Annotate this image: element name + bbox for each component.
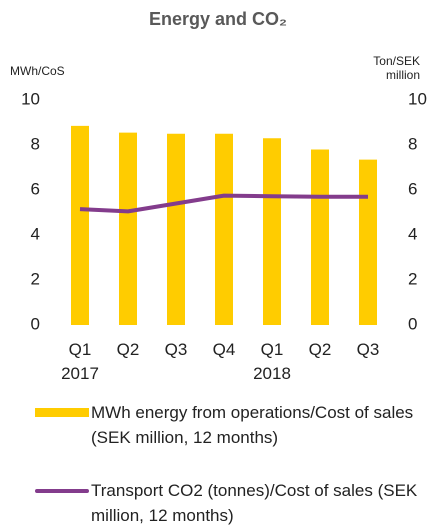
y-tick-label: 4 [31, 224, 40, 243]
bar [215, 133, 233, 325]
y-tick-label: 0 [31, 314, 40, 333]
y2-axis-label-line: Ton/SEK [373, 54, 420, 68]
y2-tick-label: 4 [408, 224, 417, 243]
x-tick-label: Q3 [165, 340, 188, 359]
chart: Energy and CO₂ MWh/CoS Ton/SEK million 0 2 4… [10, 9, 427, 384]
y2-axis-label-line: million [386, 68, 420, 82]
x-tick-label: Q1 2018 [253, 340, 291, 383]
x-tick-label: Q4 [213, 340, 236, 359]
y-tick-label: 6 [31, 179, 40, 198]
y-axis-label: MWh/CoS [10, 64, 65, 78]
y-tick-label: 8 [31, 134, 40, 153]
bar [263, 138, 281, 325]
x-tick-label-line: Q1 [261, 340, 284, 359]
bar [167, 133, 185, 325]
y2-tick-label: 6 [408, 179, 417, 198]
bar [119, 132, 137, 325]
bar [311, 149, 329, 325]
y2-axis-label: Ton/SEK million [373, 54, 420, 82]
y2-tick-label: 8 [408, 134, 417, 153]
page: {"chart_data": {"type": "bar-line", "tit… [10, 8, 427, 525]
x-tick-label-line: 2017 [61, 364, 99, 383]
y-tick-label: 2 [31, 269, 40, 288]
x-tick-label-line: Q1 [69, 340, 92, 359]
x-tick-label-line: Q4 [213, 340, 236, 359]
x-tick-label: Q2 [309, 340, 332, 359]
y-tick-label: 10 [21, 89, 40, 108]
legend-label: Transport CO2 (tonnes)/Cost of sales (SE… [91, 481, 418, 525]
x-tick-label: Q3 [357, 340, 380, 359]
x-tick-label-line: Q3 [357, 340, 380, 359]
x-tick-label: Q2 [117, 340, 140, 359]
line [79, 193, 368, 214]
x-tick-label: Q1 2017 [61, 340, 99, 383]
legend-label: MWh energy from operations/Cost of sales… [91, 403, 414, 447]
chart-title: Energy and CO₂ [149, 9, 287, 29]
x-tick-label-line: Q2 [309, 340, 332, 359]
legend-swatch [35, 489, 89, 493]
bar [71, 125, 89, 325]
x-tick-label-line: 2018 [253, 364, 291, 383]
y2-tick-label: 0 [408, 314, 417, 333]
x-tick-label-line: Q2 [117, 340, 140, 359]
legend-swatch [35, 408, 89, 417]
y2-tick-label: 10 [408, 89, 427, 108]
y2-tick-label: 2 [408, 269, 417, 288]
bar [359, 159, 377, 325]
x-tick-label-line: Q3 [165, 340, 188, 359]
